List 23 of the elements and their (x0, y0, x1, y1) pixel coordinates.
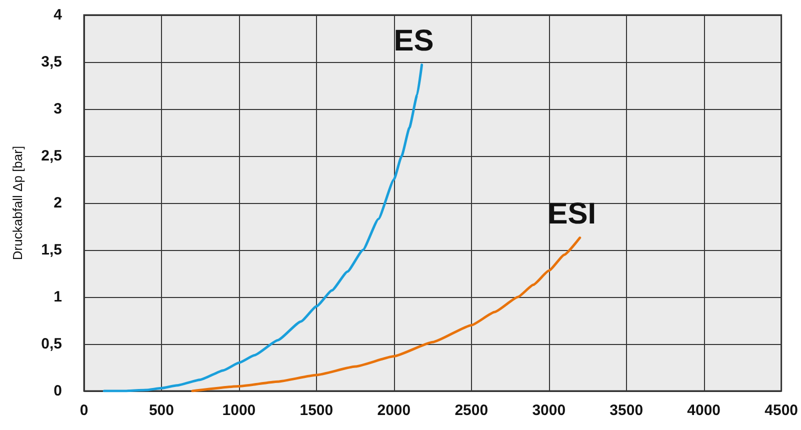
y-axis-title: Druckabfall Δp [bar] (10, 146, 25, 260)
x-tick-label: 3500 (610, 402, 644, 419)
y-tick-label: 1,5 (41, 242, 62, 258)
y-tick-label: 2 (54, 194, 62, 212)
x-tick-label: 1500 (300, 402, 334, 419)
series-label: ES (394, 24, 434, 58)
x-tick-label: 4000 (687, 402, 721, 419)
x-tick-label: 3000 (532, 402, 566, 419)
y-tick-label: 2,5 (41, 148, 62, 164)
x-tick-label: 0 (80, 402, 88, 419)
y-tick-label: 3,5 (41, 54, 62, 70)
x-tick-label: 4500 (764, 402, 798, 419)
x-tick-label: 500 (148, 402, 174, 419)
y-tick-label: 4 (54, 6, 63, 24)
y-tick-label: 0 (54, 382, 62, 400)
x-tick-label: 1000 (222, 402, 256, 419)
line-series (102, 64, 424, 392)
y-tick-label: 1 (54, 288, 62, 306)
y-tick-label: 3 (54, 100, 62, 118)
y-tick-label: 0,5 (41, 336, 62, 352)
x-tick-label: 2500 (454, 402, 488, 419)
x-tick-label: 2000 (377, 402, 411, 419)
line-series (191, 236, 582, 392)
